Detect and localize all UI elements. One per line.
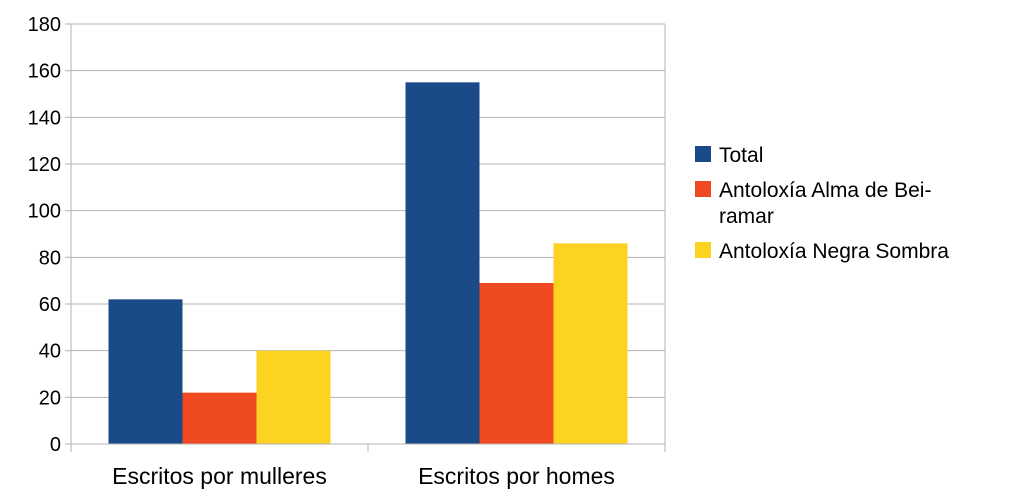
legend-swatch <box>695 181 711 197</box>
bar-antolox-a-alma-de-beiramar-0 <box>182 392 257 444</box>
legend: Total Antoloxía Alma de Bei-ramar Antoloxí… <box>695 144 949 263</box>
bar-total-0 <box>108 299 183 444</box>
x-axis-category-labels: Escritos por mulleres Escritos por homes <box>112 463 615 489</box>
axes <box>65 23 666 452</box>
y-tick-label: 20 <box>39 387 61 409</box>
x-category-label: Escritos por mulleres <box>112 463 327 489</box>
bar-total-1 <box>405 82 480 444</box>
bar-antolox-a-negra-sombra-0 <box>256 350 331 444</box>
y-tick-label: 80 <box>39 247 61 269</box>
bar-antolox-a-alma-de-beiramar-1 <box>479 283 554 444</box>
y-tick-label: 0 <box>50 434 61 456</box>
y-tick-label: 60 <box>39 294 61 316</box>
legend-label: Antoloxía Alma de Bei- <box>719 179 931 202</box>
legend-swatch <box>695 146 711 162</box>
y-tick-label: 180 <box>28 14 61 36</box>
y-tick-label: 100 <box>28 201 61 223</box>
legend-label: Total <box>719 144 763 167</box>
legend-swatch <box>695 242 711 258</box>
bars <box>108 82 628 444</box>
legend-label: ramar <box>719 205 774 228</box>
x-category-label: Escritos por homes <box>418 463 615 489</box>
y-tick-label: 160 <box>28 61 61 83</box>
bar-antolox-a-negra-sombra-1 <box>553 243 628 444</box>
y-axis-tick-labels: 0 20 40 60 80 100 120 140 160 180 <box>28 14 61 456</box>
y-tick-label: 140 <box>28 107 61 129</box>
y-tick-label: 40 <box>39 341 61 363</box>
y-tick-label: 120 <box>28 154 61 176</box>
legend-label: Antoloxía Negra Sombra <box>719 240 949 263</box>
